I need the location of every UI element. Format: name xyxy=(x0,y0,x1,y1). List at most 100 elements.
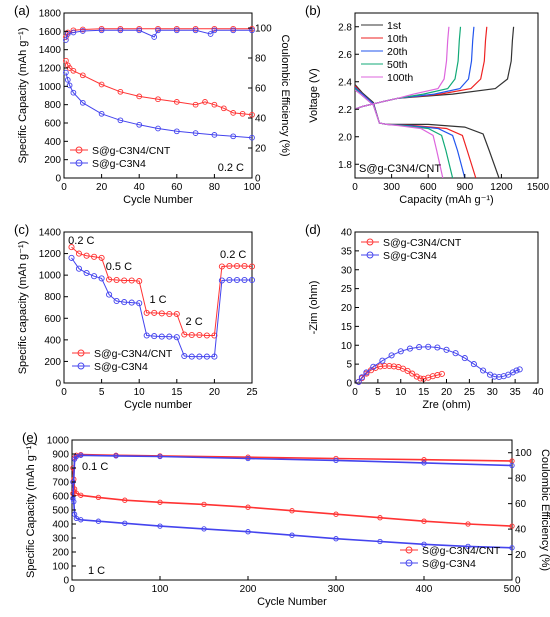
data-point xyxy=(239,110,246,117)
y2-tick-label: 20 xyxy=(515,550,527,561)
x-tick-label: 500 xyxy=(504,584,521,595)
data-point xyxy=(413,373,420,380)
y-tick-label: 40 xyxy=(341,228,353,239)
data-point xyxy=(409,370,416,377)
y-tick-label: 500 xyxy=(52,506,69,517)
y2-tick-label: 100 xyxy=(515,448,532,459)
series-line xyxy=(72,481,513,549)
data-point xyxy=(509,523,515,529)
y2-tick-label: 100 xyxy=(255,24,272,35)
data-point xyxy=(113,453,119,459)
data-point xyxy=(363,369,370,376)
y2-tick-label: 60 xyxy=(515,499,527,510)
legend-entry: S@g-C3N4 xyxy=(383,250,437,262)
plot-frame xyxy=(63,231,253,384)
data-point xyxy=(333,536,339,542)
chart-panel-b: 0 300 600 900 1200 1500 1.8 2.0 2.2 2.4 2.6 2.8 Capa… xyxy=(305,3,550,206)
y-tick-label: 1000 xyxy=(39,82,62,93)
y-tick-label: 2.8 xyxy=(338,22,352,33)
data-point xyxy=(136,93,143,100)
x-tick-label: 0 xyxy=(352,387,358,398)
panel-label: (e) xyxy=(22,430,38,445)
data-point xyxy=(443,346,450,353)
y2-tick-label: 40 xyxy=(255,114,267,125)
data-point xyxy=(98,110,105,117)
y-tick-label: 1400 xyxy=(39,45,62,56)
data-point xyxy=(220,105,227,112)
data-point xyxy=(226,262,233,270)
data-point xyxy=(128,277,135,284)
data-point xyxy=(230,27,237,34)
charge-curve xyxy=(355,26,475,110)
y-tick-label: 2.6 xyxy=(338,50,352,61)
curves xyxy=(355,26,515,178)
discharge-curve xyxy=(355,89,444,178)
data-point xyxy=(75,250,83,257)
x-tick-label: 0 xyxy=(352,182,358,193)
data-point xyxy=(151,34,158,40)
series-line xyxy=(65,29,252,41)
data-point xyxy=(211,101,218,108)
data-point xyxy=(333,511,339,517)
data-point xyxy=(63,37,69,43)
data-point xyxy=(211,332,218,339)
data-point xyxy=(95,518,102,524)
y-tick-label: 900 xyxy=(52,450,69,461)
y2-tick-label: 80 xyxy=(515,474,527,485)
x-tick-label: 100 xyxy=(244,182,261,193)
y2-axis-label: Coulombic Efficiency (%) xyxy=(539,449,550,571)
data-point xyxy=(121,277,128,284)
data-point xyxy=(70,89,77,96)
data-point xyxy=(333,457,339,464)
data-point xyxy=(201,501,207,508)
x-tick-label: 20 xyxy=(209,387,221,398)
y2-tick-label: 40 xyxy=(515,525,527,536)
y-tick-label: 0 xyxy=(55,174,61,185)
data-point xyxy=(513,367,520,374)
data-point xyxy=(106,291,113,298)
y-tick-label: 35 xyxy=(341,246,353,257)
legend-entry: 100th xyxy=(387,72,413,84)
x-tick-label: 80 xyxy=(209,182,221,193)
y2-tick-label: 0 xyxy=(255,174,261,185)
data-point xyxy=(230,133,237,140)
charge-curve xyxy=(355,26,462,110)
data-point xyxy=(63,57,69,64)
data-point xyxy=(196,353,203,360)
data-point xyxy=(136,278,143,285)
data-point xyxy=(248,263,256,270)
y-axis-label: Specific capacity (mAh g⁻¹) xyxy=(17,241,29,375)
chart-panel-c: 0 5 10 15 20 25 0 200 400 600 800 1000 1200 1400 Cycle… xyxy=(14,222,258,411)
y-tick-label: 10 xyxy=(341,341,353,352)
y-tick-label: 400 xyxy=(52,520,69,531)
data-point xyxy=(91,253,98,260)
data-point xyxy=(370,363,377,370)
panel-label: (c) xyxy=(14,222,29,237)
legend-entry: S@g-C3N4/CNT xyxy=(383,237,462,249)
y-tick-label: 700 xyxy=(52,478,69,489)
x-tick-label: 25 xyxy=(464,387,476,398)
data-point xyxy=(122,497,128,503)
x-axis-label: Cycle Number xyxy=(257,596,327,608)
x-tick-label: 35 xyxy=(510,387,522,398)
data-point xyxy=(207,31,214,37)
x-tick-label: 1200 xyxy=(490,182,513,193)
data-point xyxy=(211,132,218,138)
rate-label: 0.5 C xyxy=(106,261,132,273)
legend-marker xyxy=(405,546,413,554)
x-axis-label: Cycle Number xyxy=(123,194,193,206)
data-point xyxy=(241,276,248,284)
x-tick-label: 60 xyxy=(171,182,183,193)
y-tick-label: 1200 xyxy=(39,64,62,75)
series-line xyxy=(65,60,253,116)
y-axis-label: Specific Capacity (mAh g⁻¹) xyxy=(25,442,37,578)
data-point xyxy=(155,96,161,103)
legend-marker xyxy=(366,251,374,259)
y-tick-label: 25 xyxy=(341,284,353,295)
y-tick-label: 600 xyxy=(44,314,61,325)
x-tick-label: 0 xyxy=(61,182,67,193)
y-tick-label: 800 xyxy=(52,464,69,475)
y-tick-label: 0 xyxy=(346,379,352,390)
panel-label: (b) xyxy=(305,3,321,18)
data-point xyxy=(192,101,199,108)
